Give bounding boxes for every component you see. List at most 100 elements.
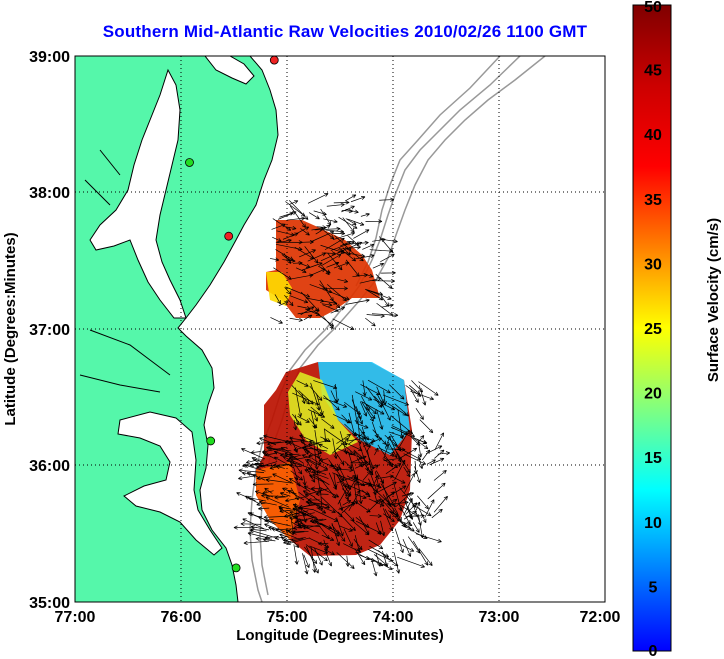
y-tick: 35:00 xyxy=(29,595,70,612)
velocity-arrow xyxy=(309,385,323,401)
velocity-arrow xyxy=(321,302,333,307)
velocity-arrow xyxy=(265,496,290,508)
velocity-arrow xyxy=(330,306,346,314)
velocity-arrow xyxy=(412,522,420,533)
velocity-arrow xyxy=(291,521,303,529)
velocity-arrow xyxy=(243,540,270,545)
velocity-arrow xyxy=(321,461,334,468)
velocity-arrow xyxy=(233,525,257,530)
velocity-arrow xyxy=(307,458,328,470)
velocity-arrow xyxy=(340,251,366,258)
velocity-arrow xyxy=(350,195,366,203)
y-axis-ticks: 39:00 38:00 37:00 36:00 35:00 xyxy=(29,49,70,612)
velocity-arrow xyxy=(362,380,367,397)
velocity-arrow xyxy=(297,308,320,315)
velocity-arrow xyxy=(343,449,353,456)
velocity-arrow xyxy=(323,428,328,443)
velocity-arrow xyxy=(379,499,384,508)
velocity-arrow xyxy=(375,274,393,289)
velocity-arrow xyxy=(413,460,418,475)
y-tick: 38:00 xyxy=(29,185,70,202)
velocity-arrow xyxy=(323,548,335,556)
velocity-arrow xyxy=(293,420,298,431)
plot-frame xyxy=(74,55,606,603)
velocity-arrow xyxy=(389,498,398,505)
colorbar-tick: 45 xyxy=(644,63,662,80)
velocity-field xyxy=(233,193,451,577)
velocity-arrow xyxy=(363,273,374,278)
velocity-arrow xyxy=(332,231,356,240)
velocity-arrow xyxy=(311,226,324,231)
velocity-arrow xyxy=(300,508,307,523)
velocity-arrow xyxy=(345,218,357,225)
velocity-arrow xyxy=(352,520,370,536)
y-tick: 36:00 xyxy=(29,458,70,475)
velocity-arrow xyxy=(347,431,366,445)
colorbar-tick: 40 xyxy=(644,127,662,144)
velocity-arrow xyxy=(345,477,358,497)
velocity-arrow xyxy=(414,466,421,484)
velocity-arrow xyxy=(302,553,309,575)
velocity-arrow xyxy=(414,532,428,539)
velocity-arrow xyxy=(274,294,281,305)
velocity-arrow xyxy=(336,475,357,484)
velocity-arrow xyxy=(353,538,363,551)
velocity-arrow xyxy=(342,500,352,506)
velocity-arrow xyxy=(326,202,345,207)
velocity-arrow xyxy=(433,495,448,513)
velocity-arrow xyxy=(313,310,335,327)
velocity-arrow xyxy=(343,543,362,553)
velocity-arrow xyxy=(360,212,370,217)
velocity-arrow xyxy=(285,529,294,536)
velocity-arrow xyxy=(305,544,328,562)
colorbar-tick: 5 xyxy=(649,579,658,596)
velocity-arrow xyxy=(304,459,316,474)
x-axis-ticks: 77:00 76:00 75:00 74:00 73:00 72:00 xyxy=(55,609,621,626)
velocity-arrow xyxy=(431,508,443,519)
velocity-arrow xyxy=(427,459,436,465)
velocity-arrow xyxy=(384,435,391,449)
velocity-arrow xyxy=(320,254,342,267)
colorbar-tick: 20 xyxy=(644,386,662,403)
velocity-arrow xyxy=(257,516,276,525)
velocity-arrow xyxy=(249,462,264,468)
velocity-arrow xyxy=(310,231,335,243)
velocity-arrow xyxy=(403,453,427,465)
velocity-arrow xyxy=(412,437,429,450)
velocity-arrow xyxy=(389,384,405,400)
velocity-arrow xyxy=(302,475,307,486)
velocity-arrow xyxy=(261,493,286,498)
velocity-arrow xyxy=(341,414,350,424)
velocity-arrow xyxy=(415,407,424,420)
velocity-arrow xyxy=(265,478,292,484)
river-channel xyxy=(79,149,171,393)
velocity-arrow xyxy=(362,437,382,447)
velocity-arrow xyxy=(405,385,422,397)
velocity-arrow xyxy=(323,395,340,411)
velocity-arrow xyxy=(238,475,257,481)
colorbar-label: Surface Velocity (cm/s) xyxy=(705,218,722,382)
velocity-arrow xyxy=(345,555,350,567)
velocity-arrow xyxy=(412,540,429,566)
velocity-arrow xyxy=(355,391,373,401)
velocity-arrow xyxy=(277,211,297,220)
velocity-arrow xyxy=(333,261,350,269)
velocity-arrow xyxy=(319,486,340,498)
velocity-arrow xyxy=(419,419,434,434)
velocity-arrow xyxy=(270,317,283,324)
velocity-arrow xyxy=(337,511,356,531)
velocity-arrow xyxy=(330,241,355,251)
map-title: Southern Mid-Atlantic Raw Velocities 201… xyxy=(102,22,588,41)
x-tick: 76:00 xyxy=(161,609,202,626)
velocity-arrow xyxy=(332,467,354,473)
velocity-arrow xyxy=(417,455,424,469)
velocity-arrow xyxy=(316,393,324,416)
velocity-arrow xyxy=(354,253,375,260)
radar-station-marker xyxy=(269,55,279,65)
velocity-arrow xyxy=(314,497,330,509)
velocity-arrow xyxy=(258,506,270,511)
velocity-arrow xyxy=(401,491,414,497)
velocity-arrow xyxy=(417,495,429,510)
velocity-arrow xyxy=(322,397,348,408)
